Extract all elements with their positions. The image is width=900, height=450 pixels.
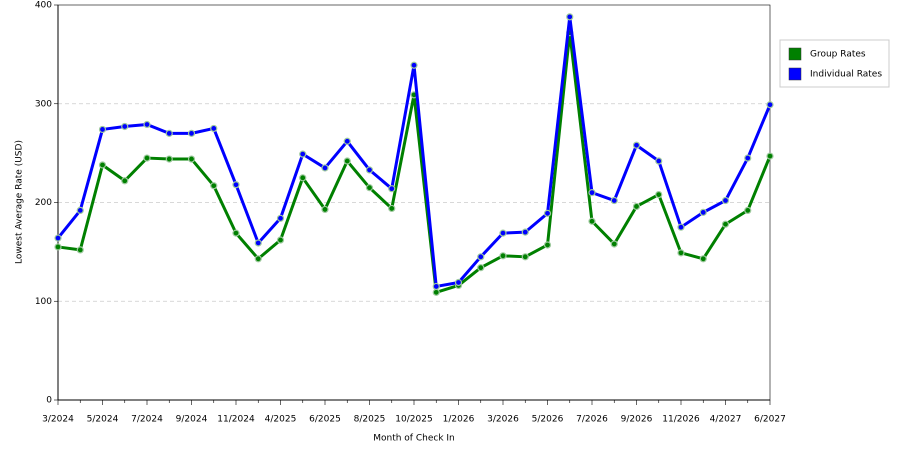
data-point: [766, 152, 774, 160]
data-point: [477, 264, 485, 272]
x-axis-title: Month of Check In: [373, 434, 455, 444]
data-point: [766, 101, 774, 109]
data-point: [76, 206, 84, 214]
data-point: [632, 141, 641, 149]
data-point: [143, 154, 151, 162]
data-point: [365, 166, 374, 174]
x-tick-label: 4/2027: [710, 415, 742, 425]
data-point: [699, 208, 707, 216]
data-point: [299, 174, 307, 182]
data-point: [143, 120, 151, 129]
data-point: [454, 278, 463, 287]
y-tick-label: 200: [35, 198, 52, 208]
data-point: [98, 161, 107, 169]
data-point: [566, 13, 574, 21]
data-point: [632, 202, 641, 211]
y-tick-label: 0: [46, 396, 52, 406]
data-point: [187, 155, 196, 163]
data-point: [321, 205, 329, 214]
x-tick-label: 6/2027: [754, 415, 786, 425]
data-point: [655, 191, 663, 199]
x-tick-label: 6/2025: [309, 415, 341, 425]
data-point: [477, 253, 485, 261]
data-point: [121, 122, 129, 131]
data-point: [588, 217, 596, 225]
y-tick-label: 100: [35, 297, 52, 307]
legend-swatch: [788, 67, 802, 81]
y-tick-label: 400: [35, 1, 52, 11]
data-point: [232, 229, 240, 237]
x-tick-label: 11/2024: [217, 415, 255, 425]
data-point: [677, 223, 685, 231]
data-point: [543, 209, 552, 217]
x-tick-label: 5/2026: [532, 415, 564, 425]
data-point: [744, 154, 752, 162]
x-tick-label: 4/2025: [265, 415, 297, 425]
data-point: [610, 196, 618, 205]
legend-swatch: [788, 47, 802, 61]
data-point: [210, 124, 218, 133]
data-point: [432, 282, 440, 291]
data-point: [521, 228, 529, 236]
data-point: [721, 220, 730, 228]
data-point: [343, 157, 351, 165]
data-point: [410, 61, 418, 69]
data-point: [343, 137, 351, 145]
x-tick-label: 3/2024: [42, 415, 74, 425]
data-point: [721, 196, 730, 205]
data-point: [388, 185, 396, 193]
data-point: [388, 204, 396, 213]
data-point: [54, 243, 62, 251]
data-point: [165, 129, 173, 137]
data-point: [76, 246, 84, 254]
legend-label: Group Rates: [810, 50, 866, 60]
data-point: [299, 150, 307, 158]
data-point: [655, 157, 663, 165]
x-tick-label: 7/2024: [131, 415, 163, 425]
x-tick-label: 11/2026: [662, 415, 700, 425]
data-point: [254, 255, 262, 263]
data-point: [610, 240, 618, 248]
x-tick-label: 9/2026: [621, 415, 653, 425]
x-tick-label: 3/2026: [487, 415, 519, 425]
data-point: [54, 234, 62, 242]
data-point: [232, 181, 240, 189]
y-tick-label: 300: [35, 99, 52, 109]
data-point: [543, 241, 552, 249]
data-point: [699, 255, 707, 263]
data-point: [365, 184, 374, 192]
data-point: [210, 182, 218, 190]
x-tick-label: 5/2024: [87, 415, 119, 425]
data-point: [98, 125, 107, 134]
data-point: [276, 236, 285, 244]
data-point: [165, 155, 173, 163]
data-point: [187, 129, 196, 137]
legend-label: Individual Rates: [810, 70, 882, 80]
data-point: [677, 249, 685, 257]
data-point: [499, 229, 507, 237]
x-tick-label: 7/2026: [576, 415, 608, 425]
data-point: [276, 214, 285, 222]
y-axis-title: Lowest Average Rate (USD): [15, 140, 25, 264]
data-point: [121, 177, 129, 185]
data-point: [254, 239, 262, 247]
x-tick-label: 8/2025: [354, 415, 386, 425]
data-point: [744, 206, 752, 214]
x-tick-label: 10/2025: [395, 415, 432, 425]
x-tick-label: 1/2026: [443, 415, 475, 425]
data-point: [588, 189, 596, 197]
data-point: [432, 288, 440, 296]
data-point: [499, 252, 507, 260]
x-tick-label: 9/2024: [176, 415, 208, 425]
data-point: [321, 164, 329, 172]
data-point: [521, 253, 529, 261]
